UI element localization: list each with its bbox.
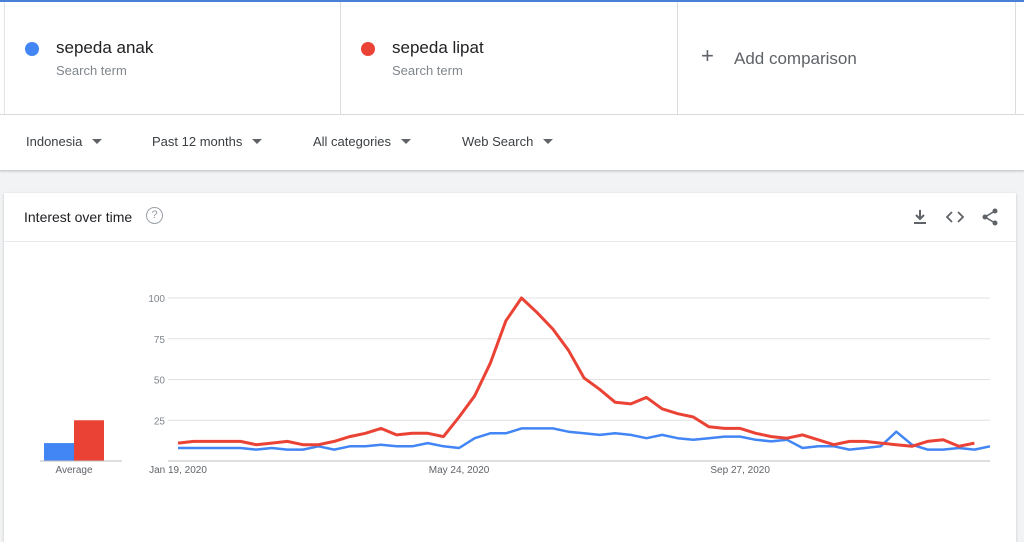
x-tick-label: May 24, 2020	[429, 465, 490, 476]
help-icon[interactable]: ?	[146, 207, 163, 224]
filter-bar: Indonesia Past 12 months All categories …	[0, 115, 1024, 171]
embed-icon[interactable]	[945, 207, 965, 227]
add-comparison-label: Add comparison	[734, 49, 857, 68]
y-tick-label: 50	[154, 376, 166, 387]
y-tick-label: 25	[154, 416, 166, 427]
search-type-value: Web Search	[462, 134, 534, 149]
term-color-dot-blue	[25, 42, 39, 56]
card-header: Interest over time ?	[4, 193, 1016, 242]
chevron-down-icon	[543, 139, 554, 144]
series-line-sepeda-lipat	[177, 296, 975, 448]
time-range-value: Past 12 months	[152, 134, 243, 149]
x-tick-label: Sep 27, 2020	[710, 465, 770, 476]
term-name: sepeda anak	[56, 38, 154, 57]
search-term-2[interactable]: sepeda lipat Search term	[341, 2, 678, 114]
region-value: Indonesia	[26, 134, 83, 149]
add-comparison-button[interactable]: + Add comparison	[678, 2, 1016, 114]
chevron-down-icon	[401, 139, 412, 144]
category-dropdown[interactable]: All categories	[313, 134, 412, 149]
average-bar	[74, 420, 104, 461]
y-tick-label: 75	[154, 335, 166, 346]
term-type-label: Search term	[56, 63, 127, 78]
search-terms-bar: sepeda anak Search term sepeda lipat Sea…	[0, 2, 1024, 115]
interest-line-chart: 25 50 75 100 Average Jan 19, 2020 May 24, 20…	[40, 294, 991, 476]
region-dropdown[interactable]: Indonesia	[26, 134, 103, 149]
term-color-dot-red	[361, 42, 375, 56]
average-label: Average	[55, 465, 93, 476]
term-name: sepeda lipat	[392, 38, 484, 57]
chevron-down-icon	[92, 139, 103, 144]
card-title: Interest over time	[24, 209, 133, 225]
time-range-dropdown[interactable]: Past 12 months	[152, 134, 263, 149]
y-tick-label: 100	[148, 294, 165, 305]
top-accent-bar	[0, 0, 1024, 2]
plus-icon: +	[701, 43, 714, 68]
term-type-label: Search term	[392, 63, 463, 78]
x-tick-label: Jan 19, 2020	[149, 465, 207, 476]
average-bar	[44, 443, 74, 461]
share-icon[interactable]	[980, 207, 1000, 227]
series-line-sepeda-anak	[178, 427, 991, 451]
category-value: All categories	[313, 134, 392, 149]
chevron-down-icon	[252, 139, 263, 144]
search-term-1[interactable]: sepeda anak Search term	[4, 2, 341, 114]
search-type-dropdown[interactable]: Web Search	[462, 134, 554, 149]
download-icon[interactable]	[910, 207, 930, 227]
interest-over-time-card: Interest over time ? 25 50 75 100 Average J…	[4, 193, 1016, 542]
